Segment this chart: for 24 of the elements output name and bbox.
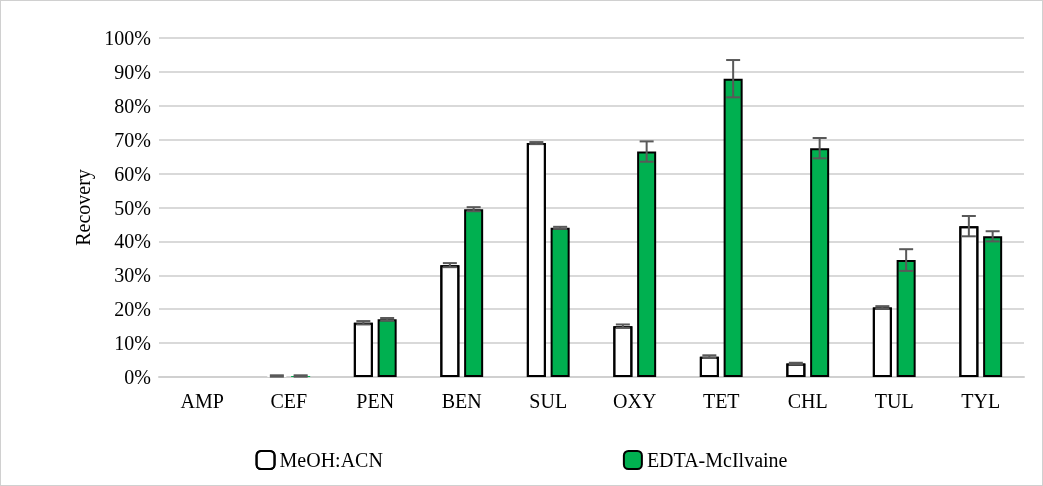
x-tick-label: SUL — [529, 390, 568, 412]
y-tick-label: 50% — [114, 196, 151, 219]
y-tick-label: 20% — [114, 298, 151, 321]
y-axis-title: Recovery — [72, 169, 96, 246]
x-tick-label: CEF — [270, 390, 308, 412]
x-tick-label: TET — [702, 390, 740, 412]
legend-label: EDTA-McIlvaine — [646, 449, 788, 471]
y-tick-label: 70% — [114, 128, 151, 151]
x-tick-label: TYL — [961, 390, 1001, 412]
x-tick-label: PEN — [356, 390, 395, 412]
x-tick-label: OXY — [613, 390, 657, 412]
x-tick-label: AMP — [180, 390, 224, 412]
y-tick-label: 60% — [114, 162, 151, 185]
y-tick-label: 30% — [114, 264, 151, 287]
y-tick-label: 100% — [104, 27, 151, 49]
legend-label: MeOH:ACN — [279, 449, 383, 471]
y-tick-label: 40% — [114, 230, 151, 253]
x-tick-label: CHL — [787, 390, 828, 412]
x-tick-label: TUL — [874, 390, 914, 412]
y-tick-label: 80% — [114, 94, 151, 117]
x-tick-label: BEN — [441, 390, 482, 412]
y-tick-label: 0% — [124, 366, 151, 388]
y-tick-label: 10% — [114, 332, 151, 355]
y-tick-label: 90% — [114, 60, 151, 83]
